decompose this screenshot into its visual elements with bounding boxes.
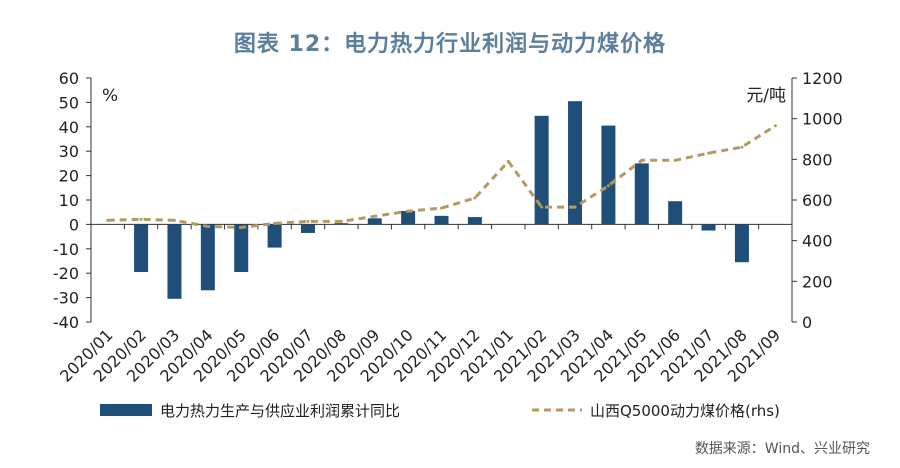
bar (300, 224, 315, 233)
line-point (640, 158, 644, 162)
line-point (239, 225, 243, 229)
legend-bar-swatch (100, 404, 152, 416)
line-point (473, 196, 477, 200)
left-tick-label: -30 (53, 289, 79, 308)
bar (734, 224, 749, 263)
bar (701, 224, 716, 231)
line-point (139, 217, 143, 221)
bar-series (134, 101, 749, 299)
left-tick-label: 60 (59, 69, 79, 88)
line-point (273, 221, 277, 225)
chart-title: 图表 12：电力热力行业利润与动力煤价格 (233, 32, 667, 57)
line-point (440, 206, 443, 210)
line-point (707, 151, 711, 155)
line-point (306, 219, 310, 223)
right-axis-label: 元/吨 (746, 86, 786, 106)
bar (601, 125, 616, 225)
line-point (339, 219, 343, 223)
line-point (172, 218, 176, 222)
bar (401, 210, 416, 225)
left-tick-label: 40 (59, 118, 79, 137)
left-tick-label: -40 (53, 313, 79, 332)
line-series (106, 124, 777, 229)
line-point (606, 184, 610, 188)
left-tick-label: 50 (59, 93, 79, 112)
line-point (406, 209, 410, 213)
bar (668, 201, 683, 225)
line-point (373, 214, 377, 218)
legend-line-label: 山西Q5000动力煤价格(rhs) (590, 402, 780, 420)
legend-bar-label: 电力热力生产与供应业利润累计同比 (160, 402, 400, 420)
bar (267, 224, 282, 248)
right-tick-label: 200 (802, 272, 833, 291)
right-tick-label: 800 (802, 150, 833, 169)
bar (534, 115, 549, 225)
bar (200, 224, 215, 291)
bar (167, 224, 182, 299)
line-point (740, 145, 744, 149)
x-tick-labels: 2020/012020/022020/032020/042020/052020/… (56, 325, 784, 385)
bar (234, 224, 249, 272)
bar (634, 163, 649, 225)
line-point (573, 205, 577, 209)
bar (134, 224, 149, 272)
left-tick-label: 30 (59, 142, 79, 161)
bar (467, 217, 482, 225)
bar (434, 215, 449, 225)
source-note: 数据来源：Wind、兴业研究 (694, 441, 870, 457)
left-tick-label: 20 (59, 167, 79, 186)
line-point (206, 224, 210, 228)
price-line (107, 124, 777, 229)
line-point (506, 159, 510, 163)
right-tick-label: 1000 (802, 110, 843, 129)
left-axis-label: % (102, 86, 118, 106)
left-tick-label: 0 (69, 215, 79, 234)
bar (367, 218, 382, 225)
line-point (673, 158, 677, 162)
bar (568, 101, 583, 225)
left-tick-label: -20 (53, 264, 79, 283)
left-tick-label: -10 (53, 240, 79, 259)
line-point (773, 124, 777, 128)
left-tick-label: 10 (59, 191, 79, 210)
bar (334, 223, 349, 225)
right-tick-label: 400 (802, 232, 833, 251)
line-point (106, 218, 110, 222)
line-point (540, 205, 544, 209)
legend: 电力热力生产与供应业利润累计同比 山西Q5000动力煤价格(rhs) (100, 402, 780, 420)
right-tick-label: 0 (802, 313, 812, 332)
right-tick-label: 600 (802, 191, 833, 210)
right-tick-label: 1200 (802, 69, 843, 88)
